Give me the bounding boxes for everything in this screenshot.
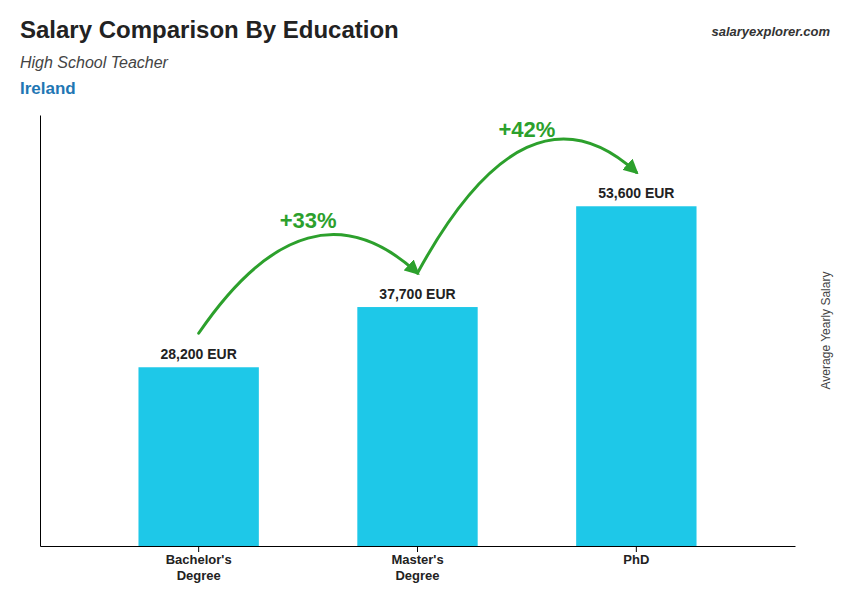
x-tick: Bachelor'sDegree: [166, 546, 232, 583]
data-label: 28,200 EUR: [161, 346, 237, 362]
x-tick-mark: [198, 546, 199, 552]
data-label: 37,700 EUR: [379, 286, 455, 302]
y-axis: [40, 116, 41, 547]
x-tick-label: Bachelor'sDegree: [166, 552, 232, 583]
change-label: +33%: [280, 208, 337, 233]
x-tick-mark: [636, 546, 637, 552]
bar: [576, 206, 696, 546]
x-tick: PhD: [623, 546, 649, 567]
change-arrow: [418, 139, 637, 273]
x-tick: Master'sDegree: [391, 546, 443, 583]
y-axis-line: [40, 116, 41, 547]
x-tick-label: PhD: [623, 552, 649, 567]
annotation: salaryexplorer.com: [711, 24, 830, 39]
chart: Salary Comparison By Education High Schoo…: [0, 0, 850, 606]
x-tick-label-line: Degree: [395, 568, 439, 583]
bar: [138, 367, 258, 546]
change-label: +42%: [498, 117, 555, 142]
x-tick-mark: [417, 546, 418, 552]
y-axis-title: Average Yearly Salary: [819, 272, 833, 390]
bar: [357, 307, 477, 546]
x-tick-label-line: PhD: [623, 552, 649, 567]
x-tick-label: Master'sDegree: [391, 552, 443, 583]
annotation: Ireland: [20, 79, 76, 98]
plot-area: [138, 206, 696, 546]
x-tick-label-line: Degree: [177, 568, 221, 583]
subtitle: High School Teacher: [20, 54, 169, 71]
x-axis: Bachelor'sDegreeMaster'sDegreePhD: [41, 546, 796, 583]
x-tick-label-line: Bachelor's: [166, 552, 232, 567]
data-label: 53,600 EUR: [598, 185, 674, 201]
change-arrow: [199, 235, 418, 334]
x-tick-label-line: Master's: [391, 552, 443, 567]
title: Salary Comparison By Education: [20, 16, 399, 43]
